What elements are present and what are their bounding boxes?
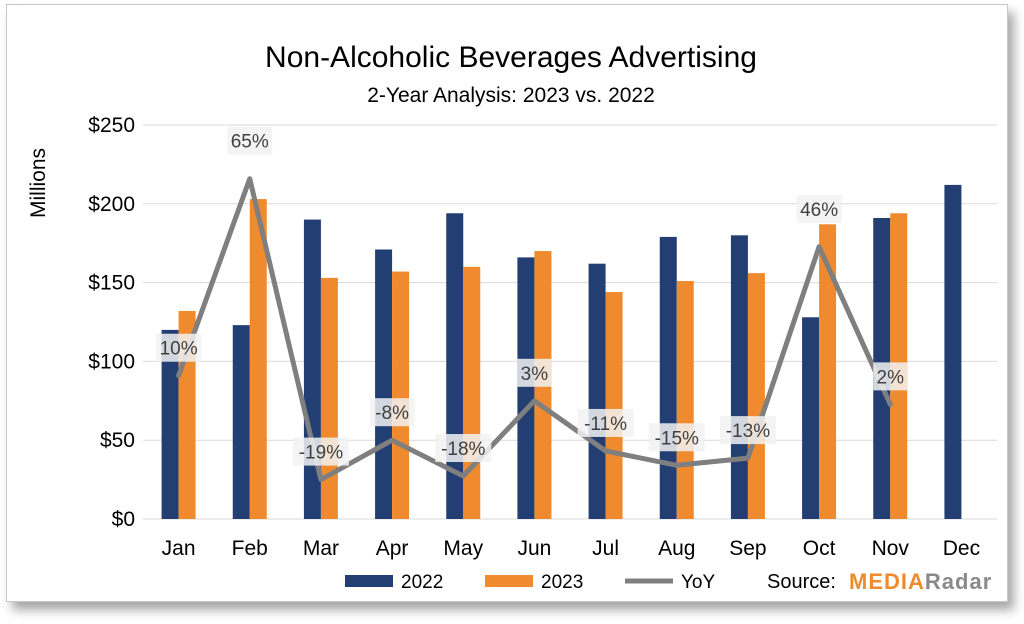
gridlines bbox=[143, 124, 997, 520]
yoy-data-label: -19% bbox=[299, 443, 343, 464]
bar-2023 bbox=[747, 273, 765, 519]
yoy-data-label: -11% bbox=[584, 414, 627, 435]
bar-2023 bbox=[605, 292, 623, 519]
yoy-data-label: -15% bbox=[655, 428, 699, 449]
legend-label: 2022 bbox=[401, 572, 443, 593]
yoy-label-bg bbox=[227, 126, 273, 155]
yoy-data-label: 2% bbox=[877, 367, 905, 388]
bar-2022 bbox=[730, 235, 748, 519]
bar-2023 bbox=[819, 224, 837, 519]
x-tick-label: Sep bbox=[729, 537, 766, 560]
yoy-data-label: 3% bbox=[521, 364, 549, 385]
x-tick-label: Apr bbox=[376, 537, 409, 560]
chart-title: Non-Alcoholic Beverages Advertising bbox=[265, 41, 757, 74]
bar-2022 bbox=[659, 236, 677, 519]
yoy-label-bg bbox=[577, 408, 634, 437]
yoy-label-bg bbox=[435, 434, 492, 463]
yoy-series-line bbox=[176, 176, 893, 483]
yoy-label-bg bbox=[648, 423, 705, 452]
y-tick-label: $150 bbox=[88, 272, 135, 295]
legend-label: 2023 bbox=[541, 572, 583, 593]
y-axis-label: Millions bbox=[27, 148, 50, 218]
x-tick-label: Jan bbox=[162, 537, 196, 560]
x-tick-label: Aug bbox=[658, 537, 695, 560]
yoy-data-label: 10% bbox=[160, 339, 198, 360]
bar-2022 bbox=[944, 184, 962, 519]
x-axis-ticks: Jan Feb Mar Apr May Jun Jul Aug Sep Oct Nov Dec bbox=[162, 537, 980, 560]
y-tick-label: $100 bbox=[88, 350, 135, 373]
bar-2023 bbox=[320, 277, 338, 519]
brand-part-2: Radar bbox=[925, 569, 992, 594]
x-tick-label: Jul bbox=[592, 537, 619, 560]
yoy-data-label: 46% bbox=[800, 200, 838, 221]
y-tick-label: $200 bbox=[88, 193, 135, 216]
x-tick-label: Feb bbox=[232, 537, 268, 560]
yoy-label-bg bbox=[796, 194, 842, 223]
legend-swatch bbox=[485, 575, 533, 587]
x-tick-label: Mar bbox=[303, 537, 339, 560]
brand-part-1: MEDIA bbox=[849, 569, 925, 594]
bar-2023 bbox=[392, 271, 410, 519]
source: Source: MEDIARadar bbox=[767, 569, 992, 594]
yoy-data-label: -18% bbox=[441, 439, 485, 460]
bar-2023 bbox=[463, 266, 481, 519]
bar-2022 bbox=[588, 263, 606, 519]
x-tick-label: Nov bbox=[872, 537, 910, 560]
y-tick-label: $50 bbox=[100, 429, 135, 452]
legend-label: YoY bbox=[681, 572, 715, 593]
yoy-data-label: -13% bbox=[726, 421, 770, 442]
yoy-data-label: -8% bbox=[375, 403, 409, 424]
x-tick-label: Jun bbox=[517, 537, 551, 560]
bar-2022 bbox=[375, 249, 393, 519]
yoy-data-labels: 10% 65% -19% -8% -18% 3% -11% -15% -13% 46% 2% bbox=[156, 126, 908, 466]
chart-svg: Non-Alcoholic Beverages Advertising 2-Ye… bbox=[27, 41, 997, 594]
chart-frame: Non-Alcoholic Beverages Advertising 2-Ye… bbox=[6, 4, 1008, 602]
yoy-label-bg bbox=[369, 398, 415, 427]
yoy-label-bg bbox=[517, 358, 552, 387]
bar-2022 bbox=[232, 325, 250, 519]
yoy-label-bg bbox=[873, 362, 908, 391]
y-tick-label: $0 bbox=[112, 508, 135, 531]
bars bbox=[161, 184, 962, 520]
yoy-label-bg bbox=[292, 437, 349, 466]
bar-2022 bbox=[517, 257, 535, 519]
bar-2022 bbox=[802, 317, 820, 519]
x-tick-label: Dec bbox=[943, 537, 980, 560]
legend: 2022 2023 YoY bbox=[345, 572, 715, 593]
legend-swatch bbox=[345, 575, 393, 587]
x-tick-label: Oct bbox=[803, 537, 836, 560]
y-tick-label: $250 bbox=[88, 114, 135, 137]
yoy-label-bg bbox=[156, 333, 202, 362]
bar-2023 bbox=[676, 281, 694, 519]
bar-2022 bbox=[161, 329, 179, 519]
bar-2023 bbox=[249, 199, 267, 519]
yoy-line bbox=[176, 176, 893, 483]
mediaradar-logo: MEDIARadar bbox=[849, 569, 992, 594]
yoy-label-bg bbox=[719, 416, 776, 445]
chart-subtitle: 2-Year Analysis: 2023 vs. 2022 bbox=[367, 84, 655, 107]
x-tick-label: May bbox=[443, 537, 483, 560]
source-label: Source: bbox=[767, 571, 836, 593]
y-axis-ticks: $0 $50 $100 $150 $200 $250 bbox=[88, 114, 135, 531]
yoy-data-label: 65% bbox=[231, 132, 269, 153]
